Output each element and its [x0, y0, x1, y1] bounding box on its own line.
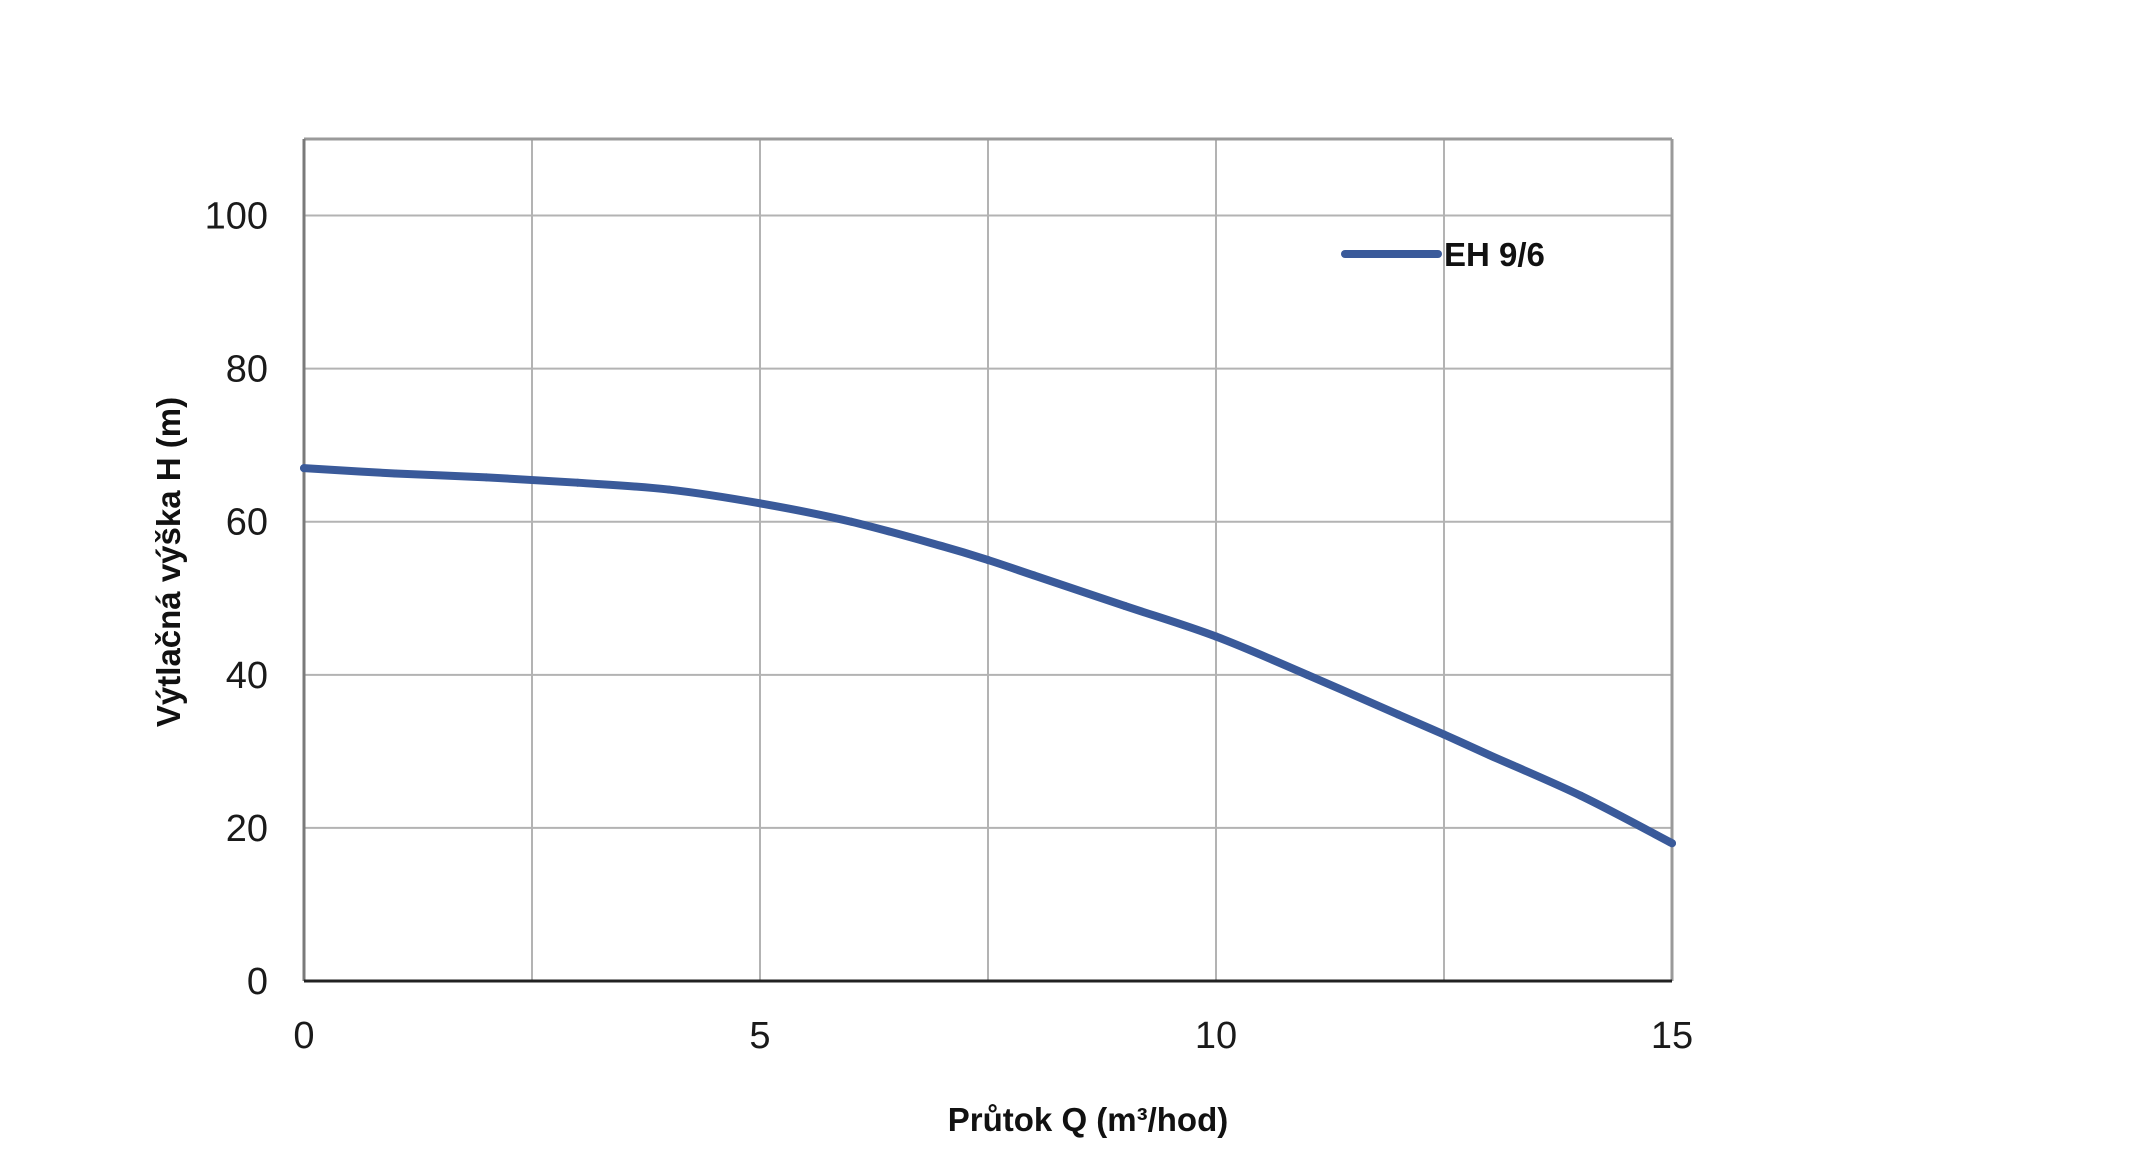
series-line-0 — [300, 464, 1676, 848]
x-axis-title: Průtok Q (m³/hod) — [948, 1101, 1228, 1138]
x-tick-label: 0 — [293, 1015, 314, 1057]
data-point — [938, 542, 947, 551]
data-point — [1440, 730, 1448, 739]
series-layer — [300, 464, 1676, 848]
x-tick-label: 15 — [1651, 1015, 1693, 1057]
data-point — [482, 473, 491, 482]
x-tick-label: 5 — [749, 1015, 770, 1057]
data-point — [1212, 632, 1220, 641]
y-tick-label: 40 — [226, 655, 268, 697]
y-tick-label: 100 — [205, 196, 268, 238]
data-point — [756, 499, 764, 508]
x-tick-labels: 0 5 10 15 — [293, 1015, 1693, 1057]
data-point — [1394, 710, 1403, 719]
y-tick-label: 80 — [226, 349, 268, 391]
data-point — [391, 469, 400, 478]
data-point — [1576, 791, 1585, 800]
y-tick-label: 20 — [226, 808, 268, 850]
data-point — [1485, 751, 1494, 760]
data-point — [1120, 601, 1129, 610]
data-point — [984, 556, 992, 564]
data-point — [664, 485, 673, 494]
y-tick-label: 60 — [226, 502, 268, 544]
legend: EH 9/6 — [1341, 236, 1545, 273]
y-tick-label: 0 — [247, 961, 268, 1003]
y-axis-title: Výtlačná výška H (m) — [150, 397, 187, 727]
data-point — [300, 464, 308, 473]
data-point — [573, 478, 582, 487]
x-tick-label: 10 — [1195, 1015, 1237, 1057]
data-point — [1668, 839, 1676, 848]
data-point — [1303, 670, 1312, 679]
legend-label-eh-9-6: EH 9/6 — [1444, 236, 1545, 273]
y-tick-labels: 0 20 40 60 80 100 — [205, 196, 268, 1003]
data-point — [1029, 571, 1038, 580]
data-point — [847, 517, 856, 526]
